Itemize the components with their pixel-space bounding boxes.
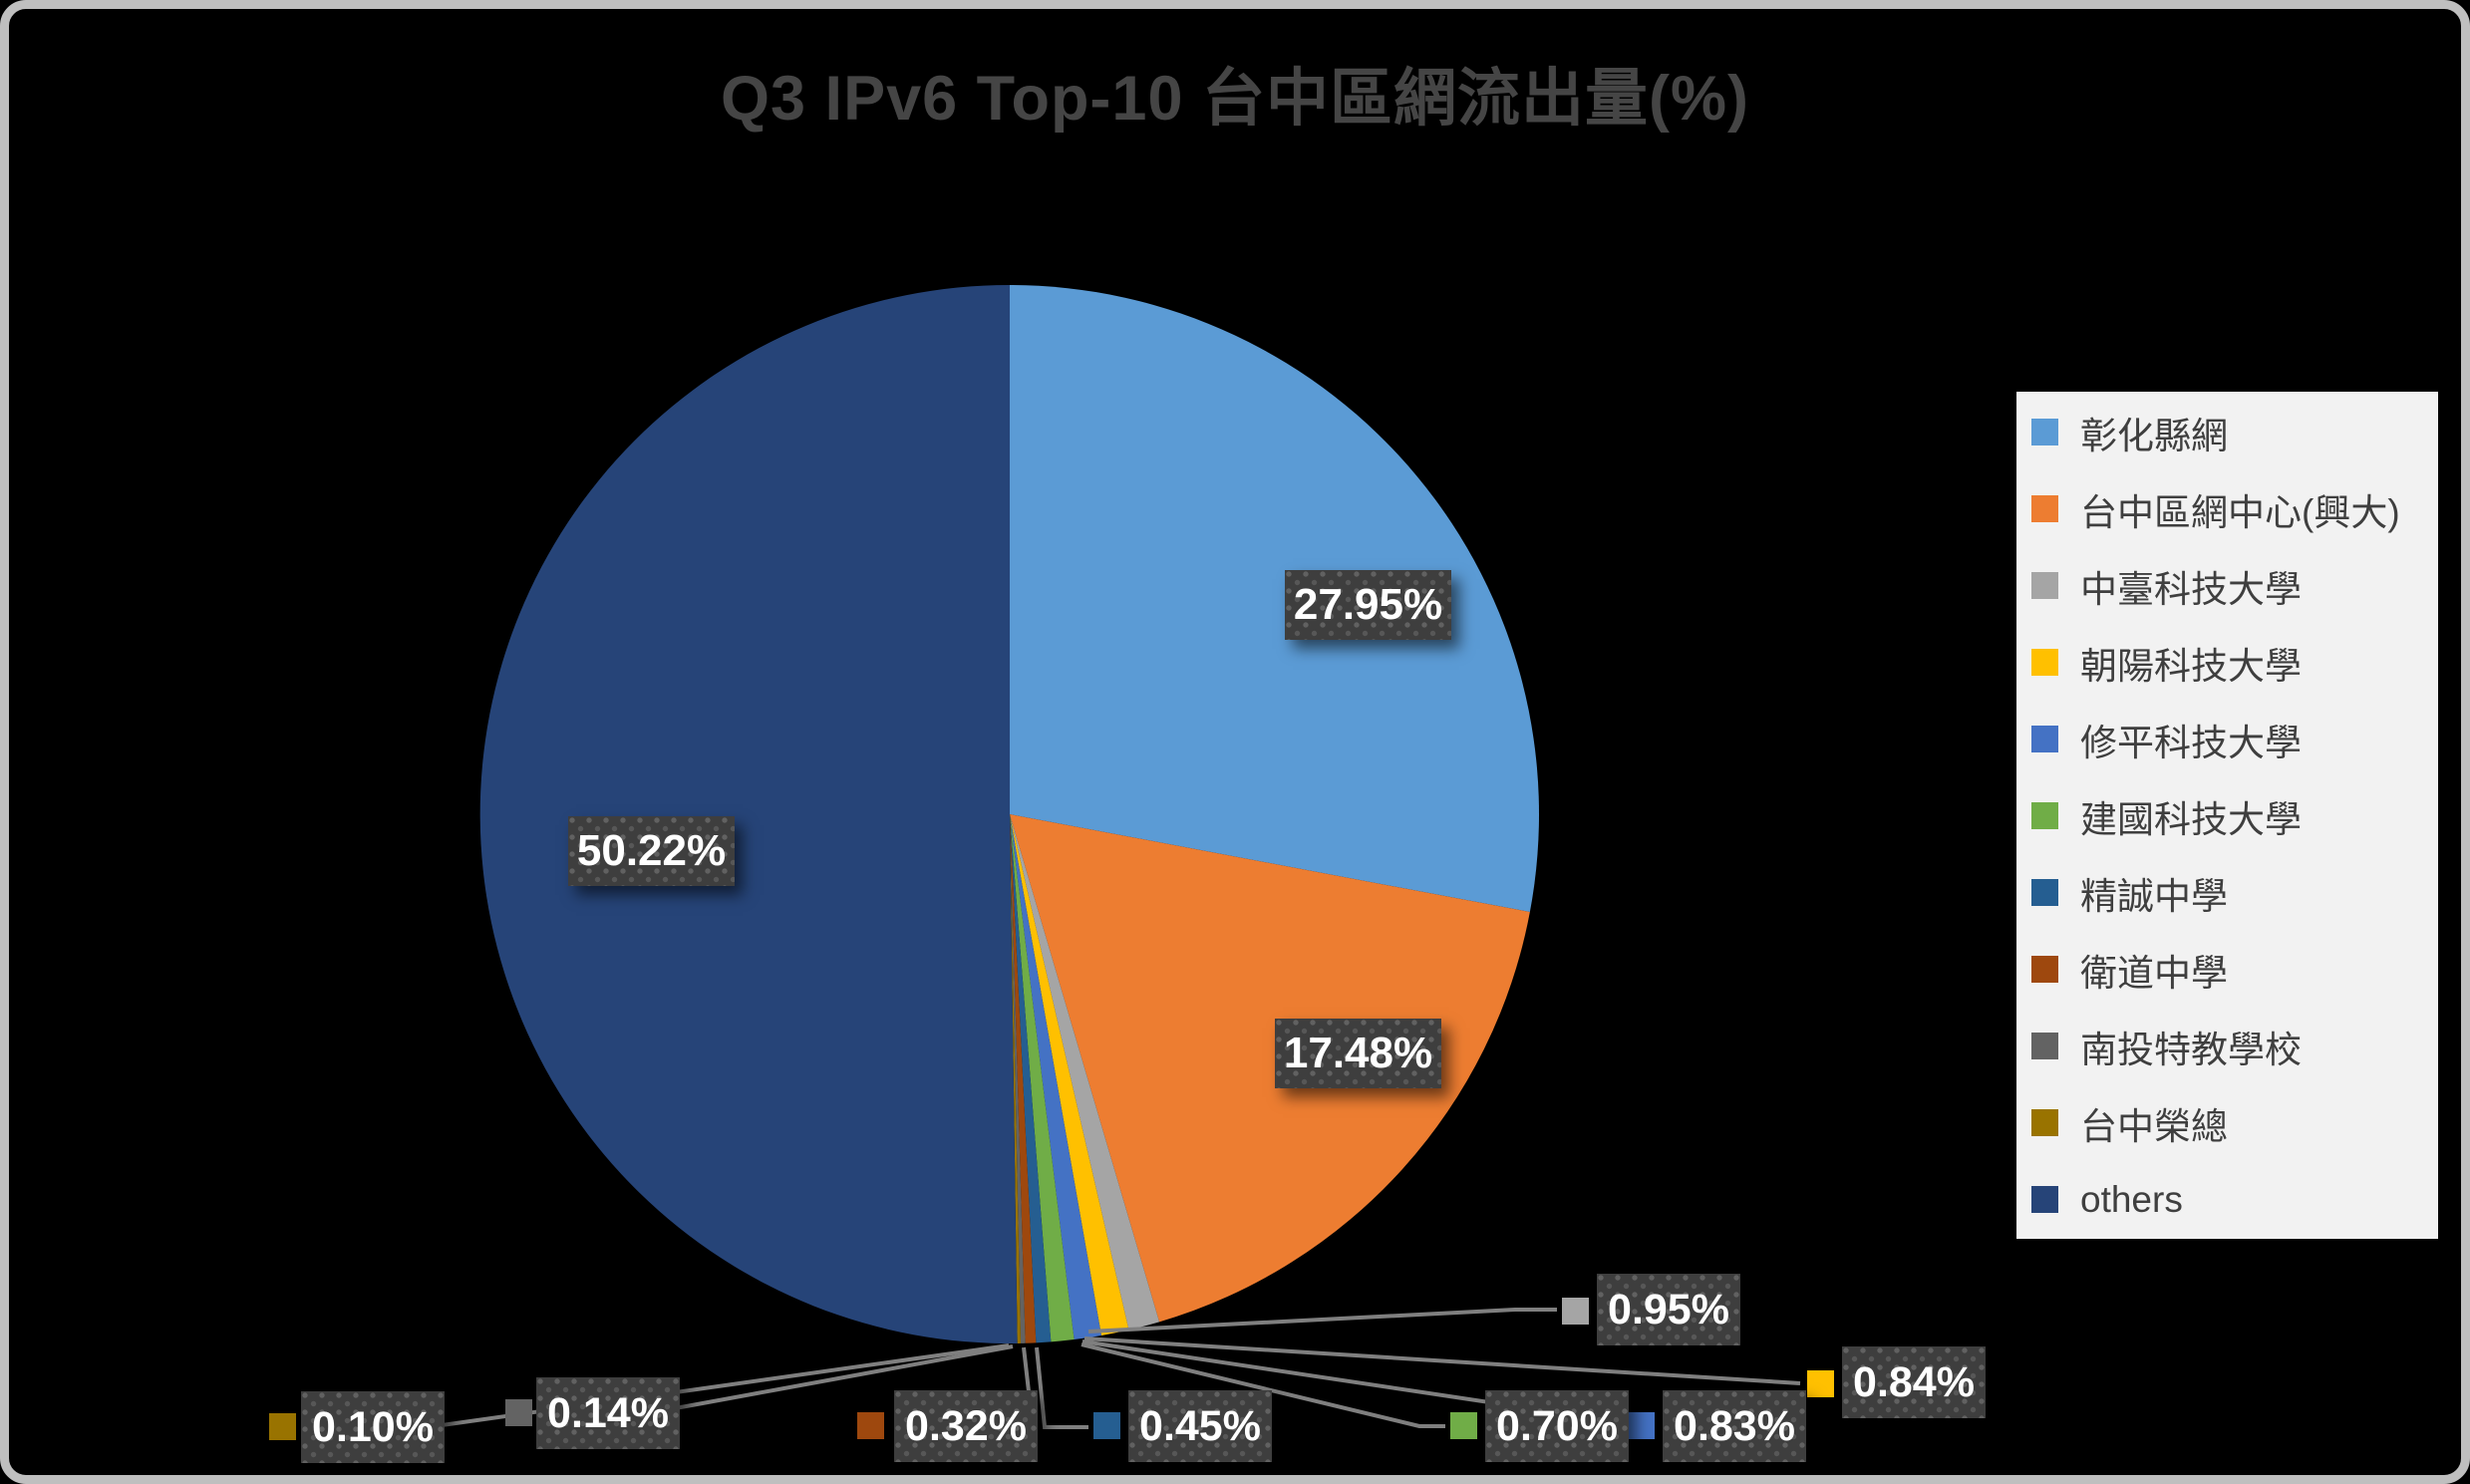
leader-line [1035,1346,1088,1429]
legend-swatch-icon [2031,1109,2058,1136]
data-label-value: 0.70% [1496,1401,1618,1450]
data-label-value: 0.95% [1608,1285,1729,1334]
legend-item-label: 衛道中學 [2080,952,2228,994]
data-label: 0.10% [301,1391,445,1463]
legend-item-label: 修平科技大學 [2080,722,2302,763]
legend-swatch-icon [2031,495,2058,522]
legend-swatch-icon [2031,572,2058,599]
legend-item: 台中榮總 [2016,1084,2438,1161]
legend-item: 彰化縣網 [2016,394,2438,470]
data-label: 0.84% [1842,1346,1986,1418]
legend-swatch-icon [2031,649,2058,676]
legend-item: 衛道中學 [2016,931,2438,1008]
data-label: 0.14% [536,1377,680,1449]
data-label-value: 0.45% [1139,1401,1261,1450]
pie-slice [1010,814,1052,1343]
pie-slice [1010,814,1129,1336]
label-key-swatch-icon [1562,1298,1589,1325]
label-key-swatch-icon [269,1413,296,1440]
data-label: 17.48% [1275,1019,1441,1088]
legend-swatch-icon [2031,1186,2058,1213]
leader-line [1087,1308,1557,1334]
data-label: 0.45% [1128,1390,1272,1462]
legend-item-label: 彰化縣網 [2080,415,2228,456]
legend-swatch-icon [2031,802,2058,829]
label-key-swatch-icon [1807,1370,1834,1397]
data-label-value: 0.14% [547,1388,669,1437]
legend-item-label: 精誠中學 [2080,875,2228,917]
data-label-value: 50.22% [576,826,727,875]
label-key-swatch-icon [857,1412,884,1439]
label-key-swatch-icon [1093,1412,1120,1439]
data-label: 27.95% [1285,570,1451,640]
data-label: 0.95% [1597,1274,1740,1345]
legend-swatch-icon [2031,726,2058,752]
legend-item-label: 中臺科技大學 [2080,568,2302,610]
data-label-value: 0.32% [905,1401,1027,1450]
legend-item: 修平科技大學 [2016,701,2438,777]
data-label-value: 17.48% [1283,1029,1433,1077]
legend: 彰化縣網台中區網中心(興大) 中臺科技大學 朝陽科技大學 修平科技大學 建國科技大學 精誠… [2016,392,2438,1239]
data-label: 0.70% [1485,1390,1629,1462]
legend-item: others [2016,1161,2438,1238]
legend-item-label: 台中區網中心(興大) [2080,491,2400,533]
label-key-swatch-icon [1628,1412,1655,1439]
chart-title: Q3 IPv6 Top-10 台中區網流出量(%) [721,64,1749,134]
data-label: 0.83% [1663,1390,1806,1462]
legend-item-label: others [2080,1178,2183,1220]
leader-line [669,1344,1014,1411]
legend-item-label: 台中榮總 [2080,1105,2228,1147]
leader-line [1081,1342,1445,1428]
pie-slice [1010,814,1022,1343]
legend-item: 朝陽科技大學 [2016,624,2438,701]
pie-slice [1010,814,1026,1343]
legend-swatch-icon [2031,879,2058,906]
pie-slice [1010,814,1037,1343]
legend-item: 南投特教學校 [2016,1008,2438,1084]
legend-item: 建國科技大學 [2016,777,2438,854]
legend-item: 中臺科技大學 [2016,547,2438,624]
leader-line [1022,1346,1031,1392]
data-label-value: 27.95% [1293,580,1443,629]
label-key-swatch-icon [505,1399,532,1426]
legend-item: 台中區網中心(興大) [2016,470,2438,547]
data-label: 0.32% [894,1390,1038,1462]
label-key-swatch-icon [1450,1412,1477,1439]
pie-slice [1010,814,1160,1331]
legend-item: 精誠中學 [2016,854,2438,931]
pie-slice [1010,814,1101,1340]
legend-item-label: 朝陽科技大學 [2080,645,2302,687]
data-label-value: 0.83% [1674,1401,1795,1450]
data-label: 50.22% [568,816,735,886]
pie-slice [479,284,1018,1343]
legend-swatch-icon [2031,419,2058,445]
leader-line [1083,1336,1801,1385]
legend-item-label: 南投特教學校 [2080,1029,2302,1070]
pie-slice [1010,285,1539,913]
data-label-value: 0.84% [1853,1357,1975,1406]
legend-swatch-icon [2031,1033,2058,1059]
data-label-value: 0.10% [312,1402,434,1451]
legend-swatch-icon [2031,956,2058,983]
pie-slice [1010,814,1530,1323]
pie-slice [1010,814,1075,1342]
legend-item-label: 建國科技大學 [2080,798,2302,840]
